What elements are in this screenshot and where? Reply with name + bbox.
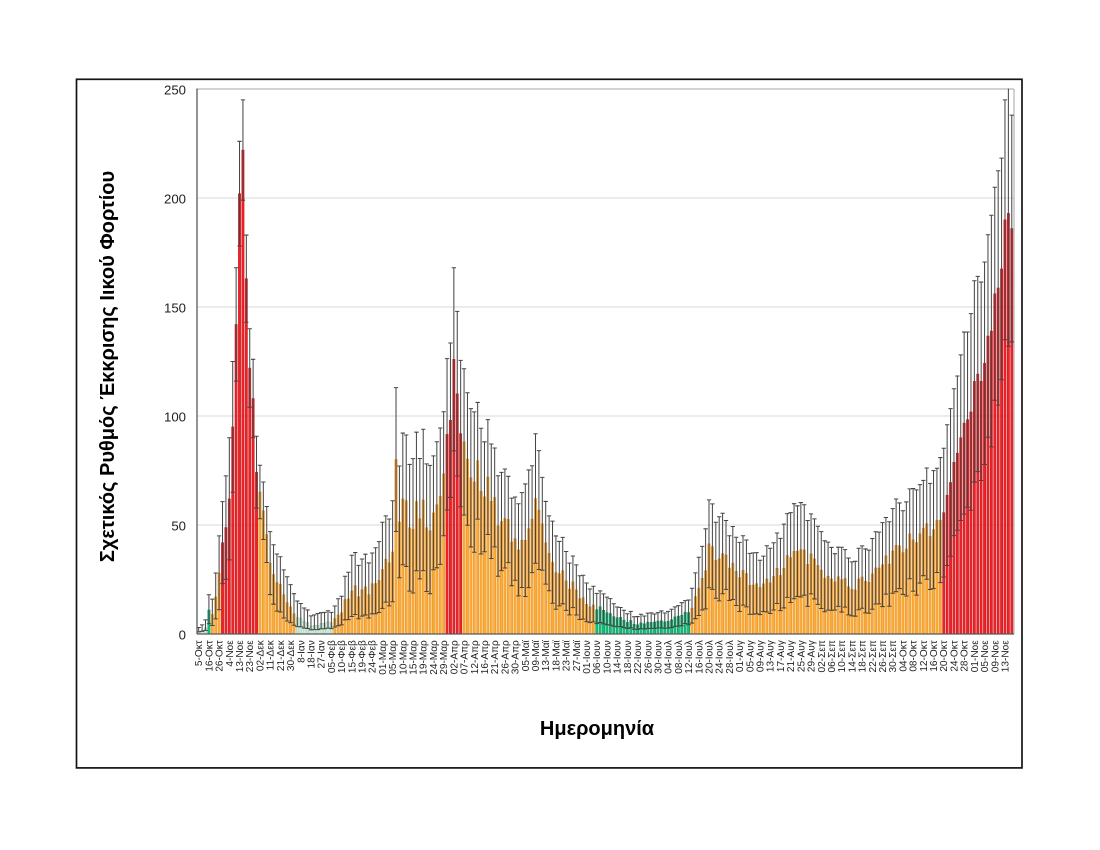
svg-text:10-Ιουν: 10-Ιουν bbox=[602, 640, 613, 674]
svg-text:17-Αυγ: 17-Αυγ bbox=[776, 639, 787, 672]
svg-text:12-Απρ: 12-Απρ bbox=[470, 640, 481, 674]
svg-text:02-Απρ: 02-Απρ bbox=[449, 640, 460, 674]
svg-text:01-Νοε: 01-Νοε bbox=[970, 640, 981, 672]
svg-text:02-Δεκ: 02-Δεκ bbox=[255, 639, 266, 671]
svg-text:22-Ιουν: 22-Ιουν bbox=[633, 640, 644, 674]
svg-text:150: 150 bbox=[164, 300, 186, 315]
svg-text:20-Ιουλ: 20-Ιουλ bbox=[705, 640, 716, 674]
svg-text:13-Νοε: 13-Νοε bbox=[235, 640, 246, 672]
svg-text:30-Σεπ: 30-Σεπ bbox=[888, 640, 899, 672]
svg-text:05-Μαϊ: 05-Μαϊ bbox=[521, 639, 532, 671]
svg-text:30-Απρ: 30-Απρ bbox=[511, 640, 522, 674]
svg-text:14-Σεπ: 14-Σεπ bbox=[847, 640, 858, 672]
svg-text:26-Ιουν: 26-Ιουν bbox=[643, 640, 654, 674]
svg-text:8-Ιαν: 8-Ιαν bbox=[296, 640, 307, 663]
svg-text:0: 0 bbox=[179, 627, 186, 642]
svg-text:13-Αυγ: 13-Αυγ bbox=[766, 639, 777, 672]
svg-text:24-Οκτ: 24-Οκτ bbox=[949, 640, 960, 671]
svg-text:5-Οκτ: 5-Οκτ bbox=[194, 640, 205, 666]
svg-text:05-Αυγ: 05-Αυγ bbox=[745, 639, 756, 672]
svg-text:50: 50 bbox=[171, 518, 186, 533]
svg-text:100: 100 bbox=[164, 409, 186, 424]
svg-text:07-Απρ: 07-Απρ bbox=[460, 640, 471, 674]
svg-text:200: 200 bbox=[164, 191, 186, 206]
svg-text:08-Ιουλ: 08-Ιουλ bbox=[674, 640, 685, 674]
svg-text:28-Οκτ: 28-Οκτ bbox=[960, 640, 971, 671]
svg-text:04-Ιουλ: 04-Ιουλ bbox=[664, 640, 675, 674]
svg-text:13-Μαϊ: 13-Μαϊ bbox=[541, 639, 552, 671]
svg-text:250: 250 bbox=[164, 82, 186, 97]
svg-text:10-Μαρ: 10-Μαρ bbox=[398, 640, 409, 675]
svg-text:26-Σεπ: 26-Σεπ bbox=[878, 640, 889, 672]
svg-text:13-Νοε: 13-Νοε bbox=[1000, 640, 1011, 672]
svg-text:23-Μαϊ: 23-Μαϊ bbox=[562, 639, 573, 671]
svg-text:15-Φεβ: 15-Φεβ bbox=[347, 640, 358, 673]
svg-text:05-Φεβ: 05-Φεβ bbox=[327, 640, 338, 673]
svg-text:09-Μαϊ: 09-Μαϊ bbox=[531, 639, 542, 671]
svg-text:01-Αυγ: 01-Αυγ bbox=[735, 639, 746, 672]
svg-text:15-Μαρ: 15-Μαρ bbox=[409, 640, 420, 675]
svg-text:09-Αυγ: 09-Αυγ bbox=[756, 639, 767, 672]
svg-text:16-Οκτ: 16-Οκτ bbox=[204, 640, 215, 671]
svg-text:29-Αυγ: 29-Αυγ bbox=[807, 639, 818, 672]
svg-text:16-Οκτ: 16-Οκτ bbox=[929, 640, 940, 671]
svg-text:21-Απρ: 21-Απρ bbox=[490, 640, 501, 674]
svg-text:18-Ιαν: 18-Ιαν bbox=[306, 640, 317, 668]
svg-text:18-Σεπ: 18-Σεπ bbox=[858, 640, 869, 672]
svg-text:Ημερομηνία: Ημερομηνία bbox=[540, 718, 655, 740]
svg-text:12-Ιουλ: 12-Ιουλ bbox=[684, 640, 695, 674]
svg-text:25-Αυγ: 25-Αυγ bbox=[796, 639, 807, 672]
svg-text:22-Σεπ: 22-Σεπ bbox=[868, 640, 879, 672]
svg-text:05-Μαρ: 05-Μαρ bbox=[388, 640, 399, 675]
svg-text:04-Οκτ: 04-Οκτ bbox=[898, 640, 909, 671]
svg-text:09-Νοε: 09-Νοε bbox=[990, 640, 1001, 672]
svg-text:08-Οκτ: 08-Οκτ bbox=[909, 640, 920, 671]
svg-text:4-Νοε: 4-Νοε bbox=[225, 640, 236, 667]
svg-text:21-Αυγ: 21-Αυγ bbox=[786, 639, 797, 672]
svg-text:16-Απρ: 16-Απρ bbox=[480, 640, 491, 674]
svg-text:27-Ιαν: 27-Ιαν bbox=[317, 640, 328, 668]
svg-text:14-Ιουν: 14-Ιουν bbox=[613, 640, 624, 674]
svg-text:19-Φεβ: 19-Φεβ bbox=[358, 640, 369, 673]
svg-text:18-Ιουν: 18-Ιουν bbox=[623, 640, 634, 674]
svg-text:06-Σεπ: 06-Σεπ bbox=[827, 640, 838, 672]
svg-text:26-Οκτ: 26-Οκτ bbox=[215, 640, 226, 671]
svg-text:01-Μαρ: 01-Μαρ bbox=[378, 640, 389, 675]
svg-text:27-Μαϊ: 27-Μαϊ bbox=[572, 639, 583, 671]
svg-text:11-Δεκ: 11-Δεκ bbox=[266, 639, 277, 670]
svg-text:29-Μαρ: 29-Μαρ bbox=[439, 640, 450, 675]
svg-text:30-Ιουν: 30-Ιουν bbox=[653, 640, 664, 674]
svg-text:28-Ιουλ: 28-Ιουλ bbox=[725, 640, 736, 674]
svg-text:24-Ιουλ: 24-Ιουλ bbox=[715, 640, 726, 674]
svg-text:23-Νοε: 23-Νοε bbox=[245, 640, 256, 672]
svg-text:24-Φεβ: 24-Φεβ bbox=[368, 640, 379, 673]
svg-text:20-Οκτ: 20-Οκτ bbox=[939, 640, 950, 671]
svg-text:10-Σεπ: 10-Σεπ bbox=[837, 640, 848, 672]
svg-text:21-Δεκ: 21-Δεκ bbox=[276, 639, 287, 671]
svg-text:16-Ιουλ: 16-Ιουλ bbox=[694, 640, 705, 674]
svg-text:06-Ιουν: 06-Ιουν bbox=[592, 640, 603, 674]
svg-text:30-Δεκ: 30-Δεκ bbox=[286, 639, 297, 671]
svg-text:02-Σεπ: 02-Σεπ bbox=[817, 640, 828, 672]
svg-text:24-Μαρ: 24-Μαρ bbox=[429, 640, 440, 675]
svg-text:19-Μαρ: 19-Μαρ bbox=[419, 640, 430, 675]
svg-text:18-Μαϊ: 18-Μαϊ bbox=[551, 639, 562, 671]
svg-text:12-Οκτ: 12-Οκτ bbox=[919, 640, 930, 671]
svg-text:26-Απρ: 26-Απρ bbox=[500, 640, 511, 674]
svg-text:Σχετικός Ρυθμός Έκκρισης Ιικού: Σχετικός Ρυθμός Έκκρισης Ιικού Φορτίου bbox=[97, 171, 119, 562]
svg-text:01-Ιουν: 01-Ιουν bbox=[582, 640, 593, 674]
svg-text:05-Νοε: 05-Νοε bbox=[980, 640, 991, 672]
svg-text:10-Φεβ: 10-Φεβ bbox=[337, 640, 348, 673]
